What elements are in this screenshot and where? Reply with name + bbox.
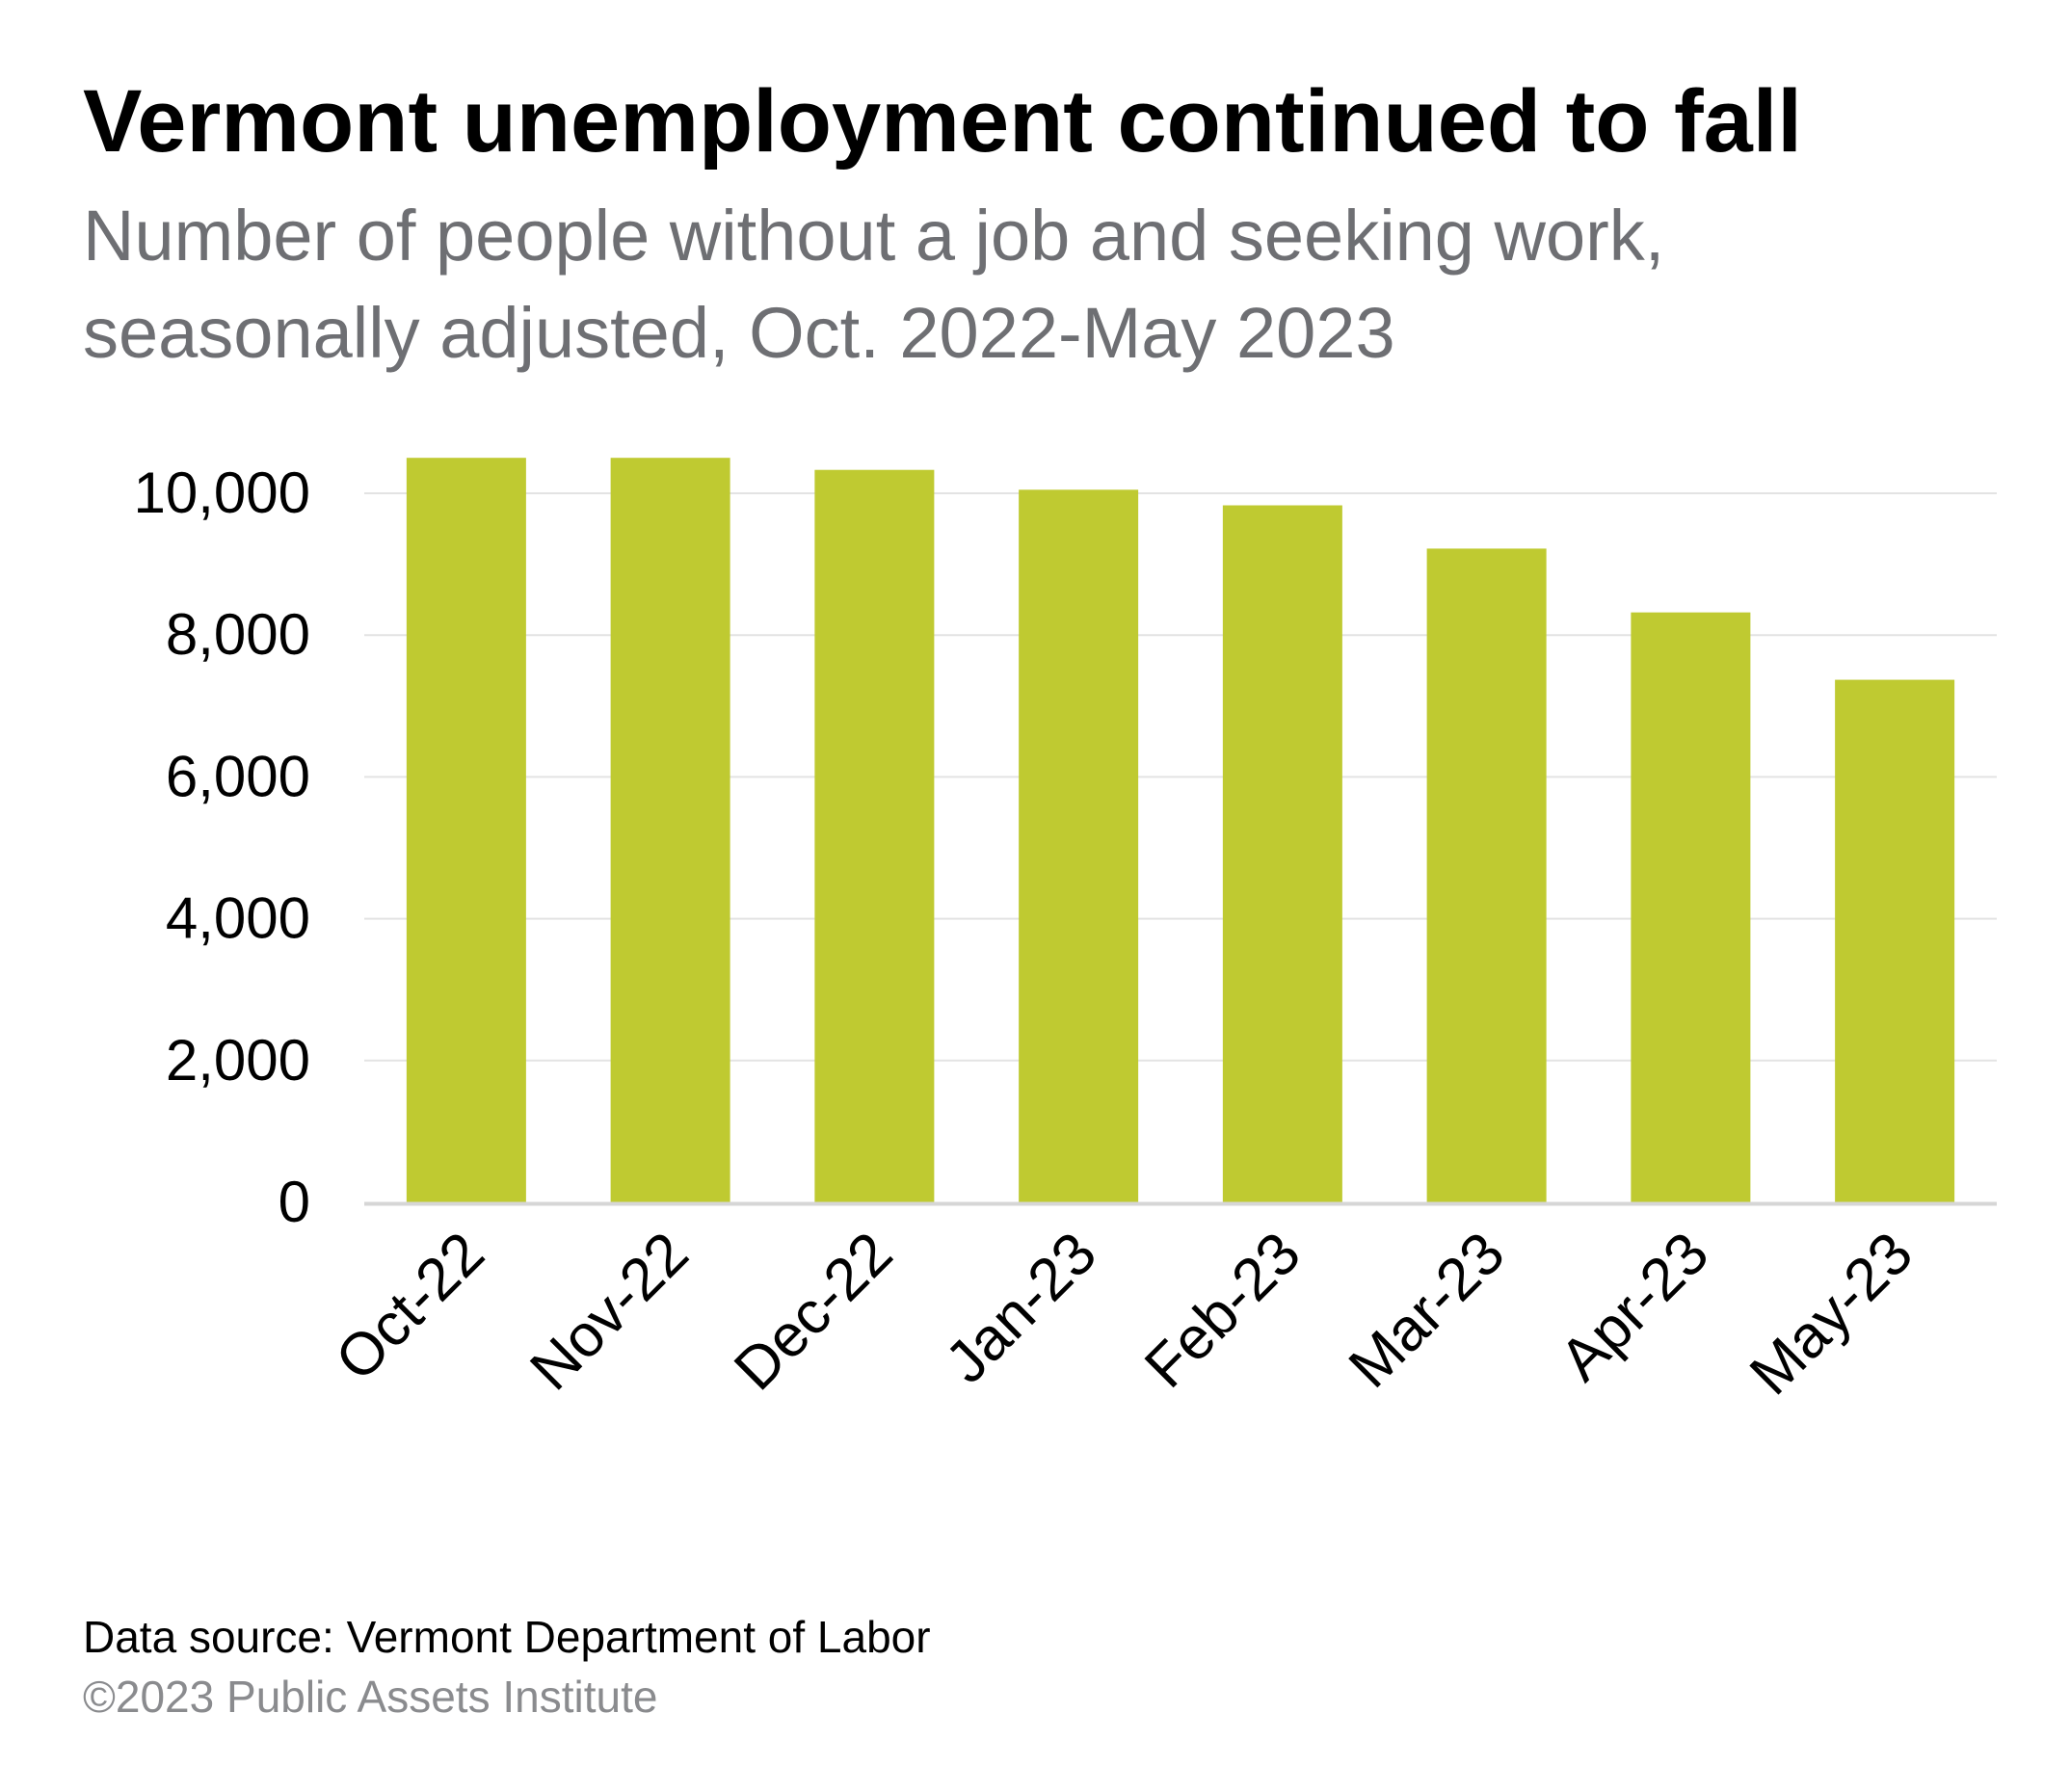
x-tick-label: Mar-23	[1337, 1220, 1518, 1401]
chart-title: Vermont unemployment continued to fall	[83, 72, 1802, 171]
bar	[1222, 505, 1342, 1202]
y-tick-label: 4,000	[166, 886, 310, 951]
bar	[1426, 548, 1547, 1202]
y-tick-label: 10,000	[133, 461, 310, 525]
data-source-note: Data source: Vermont Department of Labor	[83, 1612, 931, 1662]
bar	[1631, 612, 1751, 1202]
x-tick-label: Dec-22	[722, 1220, 905, 1403]
x-tick-label: Apr-23	[1548, 1220, 1721, 1393]
gridlines	[364, 492, 1997, 1062]
bar	[1835, 679, 1955, 1202]
bar	[1019, 489, 1139, 1202]
y-tick-label: 8,000	[166, 602, 310, 667]
y-tick-label: 2,000	[166, 1028, 310, 1093]
y-tick-label: 6,000	[166, 744, 310, 808]
bar	[814, 469, 935, 1202]
bar	[610, 458, 730, 1202]
copyright-note: ©2023 Public Assets Institute	[83, 1672, 658, 1722]
x-tick-label: Feb-23	[1132, 1220, 1314, 1401]
bar-chart: 0 2,000 4,000 6,000 8,000 10,000 Oct-22 Nov-22…	[133, 458, 1997, 1408]
x-tick-label: May-23	[1738, 1220, 1925, 1408]
y-tick-label: 0	[279, 1170, 310, 1234]
x-tick-label: Oct-22	[323, 1220, 496, 1393]
y-axis-tick-labels: 0 2,000 4,000 6,000 8,000 10,000	[133, 461, 310, 1234]
chart-subtitle: Number of people without a job and seeki…	[83, 196, 1665, 374]
x-tick-label: Nov-22	[518, 1220, 701, 1403]
x-axis-tick-labels: Oct-22 Nov-22 Dec-22 Jan-23 Feb-23 Mar-23 Apr-…	[323, 1220, 1925, 1408]
bars	[406, 458, 1955, 1202]
x-tick-label: Jan-23	[933, 1220, 1109, 1396]
bar	[406, 458, 526, 1202]
